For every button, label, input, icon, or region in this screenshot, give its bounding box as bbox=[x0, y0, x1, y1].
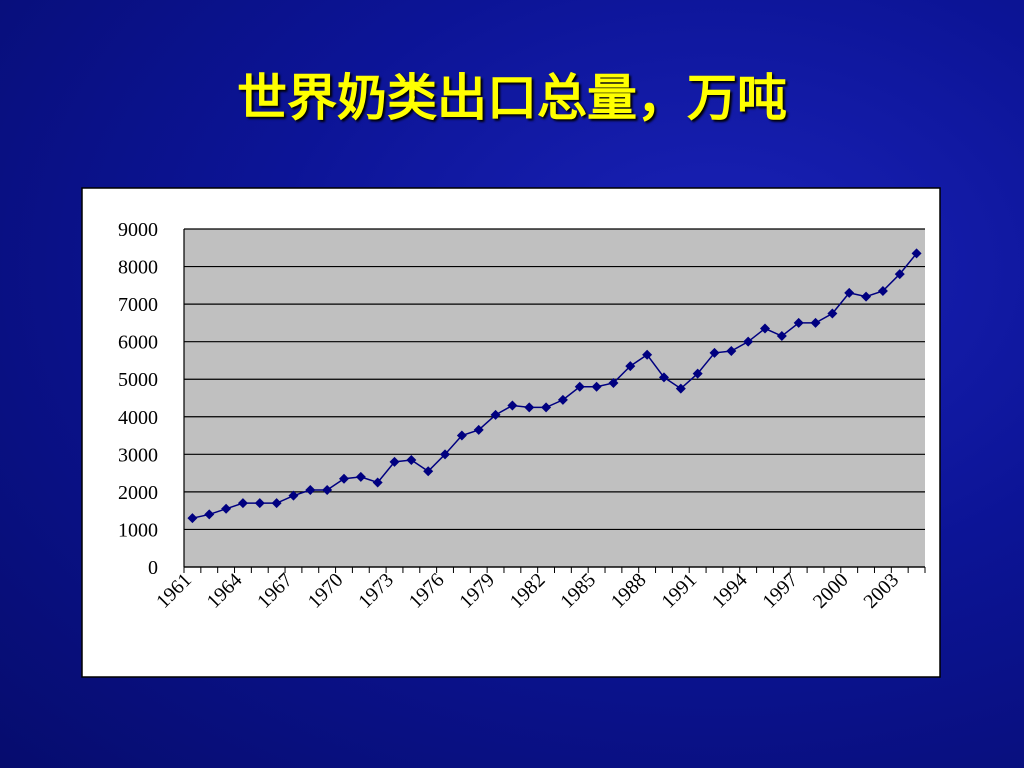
data-point bbox=[861, 291, 872, 302]
data-point bbox=[675, 383, 686, 394]
data-point bbox=[776, 331, 787, 342]
y-tick-label: 1000 bbox=[118, 519, 158, 541]
data-point bbox=[642, 349, 653, 360]
data-point bbox=[658, 372, 669, 383]
data-point bbox=[827, 308, 838, 319]
data-point bbox=[524, 402, 535, 413]
data-point bbox=[911, 248, 922, 259]
y-tick-label: 6000 bbox=[118, 332, 158, 354]
data-point bbox=[389, 456, 400, 467]
data-point bbox=[440, 449, 451, 460]
data-point bbox=[507, 400, 518, 411]
data-point bbox=[877, 285, 888, 296]
data-point bbox=[406, 454, 417, 465]
data-point bbox=[760, 323, 771, 334]
data-point bbox=[490, 409, 501, 420]
data-point bbox=[692, 368, 703, 379]
y-tick-label: 2000 bbox=[118, 482, 158, 504]
data-point bbox=[254, 498, 265, 509]
data-point bbox=[810, 317, 821, 328]
data-point bbox=[541, 402, 552, 413]
y-tick-label: 7000 bbox=[118, 294, 158, 316]
y-tick-label: 5000 bbox=[118, 369, 158, 391]
data-point bbox=[608, 377, 619, 388]
data-point bbox=[743, 336, 754, 347]
data-point bbox=[338, 473, 349, 484]
data-point bbox=[305, 485, 316, 496]
data-point bbox=[372, 477, 383, 488]
data-point bbox=[709, 347, 720, 358]
data-point bbox=[574, 381, 585, 392]
slide-title: 世界奶类出口总量，万吨 bbox=[237, 68, 787, 127]
data-point bbox=[591, 381, 602, 392]
data-point bbox=[288, 490, 299, 501]
data-point bbox=[456, 430, 467, 441]
data-point bbox=[625, 361, 636, 372]
data-point bbox=[726, 346, 737, 357]
data-point bbox=[221, 503, 232, 514]
data-point bbox=[271, 498, 282, 509]
data-point bbox=[844, 287, 855, 298]
data-point bbox=[793, 317, 804, 328]
data-point bbox=[322, 485, 333, 496]
plot-area bbox=[184, 229, 925, 567]
data-point bbox=[473, 424, 484, 435]
y-tick-label: 8000 bbox=[118, 257, 158, 279]
data-point bbox=[237, 498, 248, 509]
y-tick-label: 9000 bbox=[118, 219, 158, 241]
y-tick-label: 3000 bbox=[118, 444, 158, 466]
data-point bbox=[204, 509, 215, 520]
data-point bbox=[894, 269, 905, 280]
data-point bbox=[355, 471, 366, 482]
y-tick-label: 0 bbox=[148, 557, 158, 579]
data-point bbox=[557, 394, 568, 405]
y-tick-label: 4000 bbox=[118, 407, 158, 429]
data-point bbox=[187, 513, 198, 524]
data-point bbox=[423, 466, 434, 477]
